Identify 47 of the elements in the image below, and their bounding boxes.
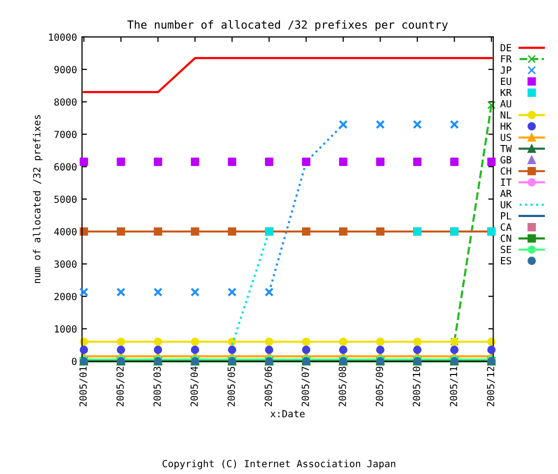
legend-label: PL	[501, 212, 512, 220]
x-tick-label: 2005/03	[153, 366, 162, 406]
legend-label: EU	[501, 78, 512, 85]
x-tick-label: 2005/07	[302, 366, 310, 406]
legend-label: CA	[500, 223, 512, 231]
legend-label: US	[500, 134, 512, 142]
x-tick-label: 2005/06	[264, 366, 273, 406]
x-tick-label: 2005/09	[376, 366, 384, 406]
y-tick-label: 0	[72, 358, 77, 366]
x-tick-label: 2005/12	[486, 366, 496, 406]
text: Copyright (C) Internet Association Japan	[162, 460, 396, 470]
x-tick-label: 2005/10	[412, 366, 421, 406]
legend-label: CN	[500, 234, 512, 242]
legend-label: IT	[501, 178, 512, 186]
legend-label: KR	[500, 88, 512, 96]
legend-label: GB	[500, 156, 512, 164]
text: AR	[500, 190, 512, 197]
y-tick-label: 5000	[54, 196, 77, 203]
y-tick-label: 9000	[54, 66, 77, 74]
legend-label: FR	[501, 55, 512, 62]
legend-label: HK	[500, 122, 512, 130]
legend-label: DE	[500, 44, 512, 52]
y-tick-label: 3000	[54, 260, 77, 268]
y-tick-label: 10000	[49, 33, 77, 41]
legend-label: ES	[501, 257, 512, 264]
x-tick-label: 2005/08	[338, 366, 347, 406]
legend-label: UK	[500, 201, 512, 208]
y-axis-title: num of allocated /32 prefixes	[32, 115, 42, 284]
legend-label: CH	[500, 167, 512, 175]
x-tick-label: 2005/02	[116, 366, 125, 406]
y-tick-label: 1000	[54, 325, 77, 333]
legend-label: TW	[500, 145, 512, 152]
y-tick-label: 2000	[54, 292, 77, 300]
x-axis-title: x:Date	[270, 410, 305, 418]
text: AU	[500, 100, 512, 108]
legend-label: SE	[500, 246, 512, 254]
x-tick-label: 2005/01	[79, 366, 88, 406]
x-tick-label: 2005/05	[228, 366, 236, 406]
legend-label: JP	[500, 66, 512, 74]
y-tick-label: 4000	[54, 228, 77, 236]
x-tick-label: 2005/11	[450, 366, 458, 406]
y-tick-label: 7000	[54, 130, 77, 138]
x-tick-label: 2005/04	[190, 366, 199, 406]
y-tick-label: 6000	[54, 163, 77, 171]
chart-title: The number of allocated /32 prefixes per country	[127, 20, 448, 31]
legend-label: NL	[500, 111, 512, 118]
y-tick-label: 8000	[54, 98, 77, 106]
